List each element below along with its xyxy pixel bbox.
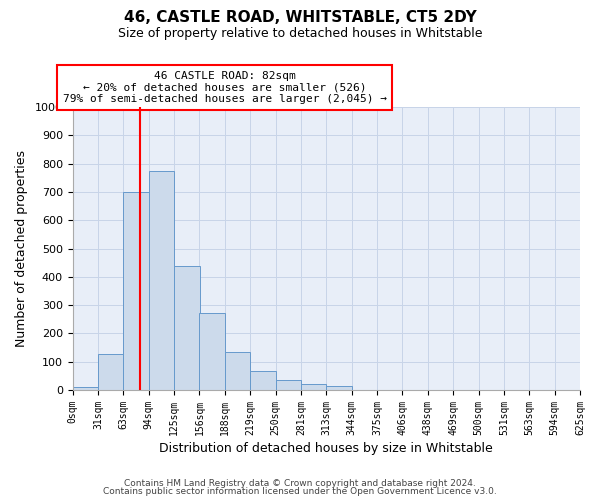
Bar [174,266,199,390]
Bar [98,354,124,390]
Text: Contains public sector information licensed under the Open Government Licence v3: Contains public sector information licen… [103,487,497,496]
Bar [275,380,301,390]
Bar [149,170,174,390]
Bar [326,386,352,390]
Text: 46, CASTLE ROAD, WHITSTABLE, CT5 2DY: 46, CASTLE ROAD, WHITSTABLE, CT5 2DY [124,10,476,25]
Bar [124,192,149,390]
Bar [301,384,326,390]
Bar [225,352,250,390]
X-axis label: Distribution of detached houses by size in Whitstable: Distribution of detached houses by size … [160,442,493,455]
Bar [199,313,225,390]
Text: 46 CASTLE ROAD: 82sqm
← 20% of detached houses are smaller (526)
79% of semi-det: 46 CASTLE ROAD: 82sqm ← 20% of detached … [63,71,387,104]
Text: Size of property relative to detached houses in Whitstable: Size of property relative to detached ho… [118,28,482,40]
Bar [250,371,275,390]
Text: Contains HM Land Registry data © Crown copyright and database right 2024.: Contains HM Land Registry data © Crown c… [124,478,476,488]
Bar [73,388,98,390]
Y-axis label: Number of detached properties: Number of detached properties [15,150,28,347]
